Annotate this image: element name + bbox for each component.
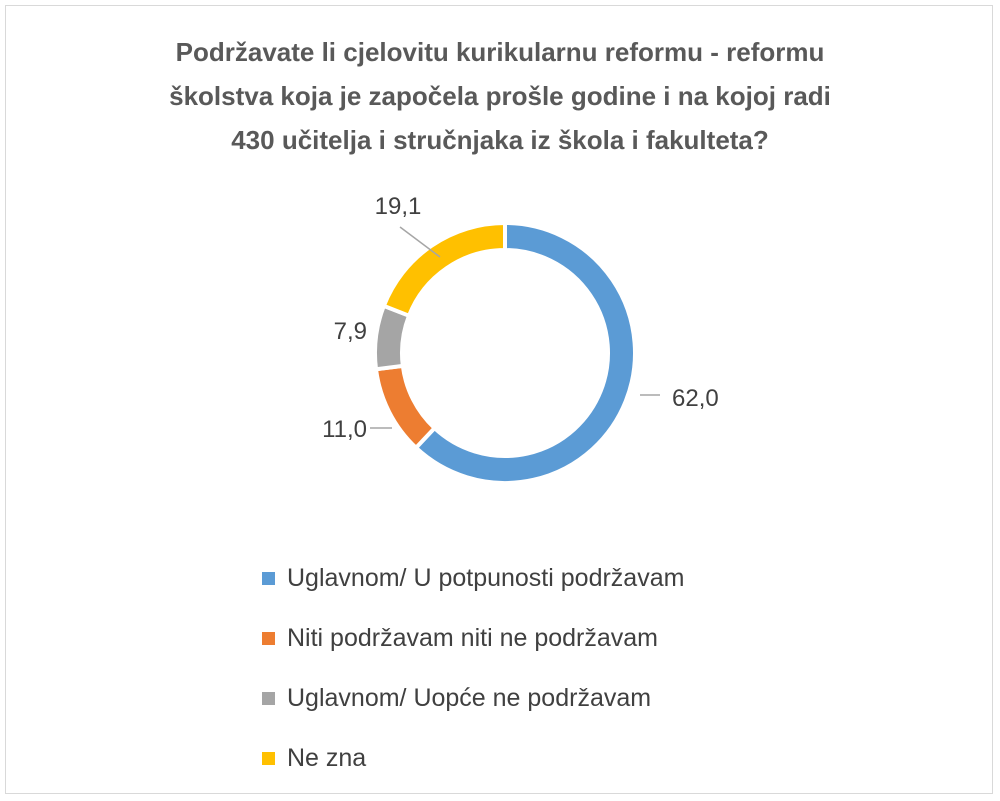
- legend-label-4: Ne zna: [287, 743, 367, 772]
- legend-label-1: Uglavnom/ U potpunosti podržavam: [287, 563, 685, 592]
- legend-item-4: Ne zna: [262, 728, 684, 788]
- legend-label-3: Uglavnom/ Uopće ne podržavam: [287, 683, 652, 712]
- leader-lines: [370, 226, 660, 429]
- chart-legend: Uglavnom/ U potpunosti podržavam Niti po…: [262, 548, 684, 788]
- legend-swatch-2: [262, 631, 275, 645]
- slice-uglavnom-podrzavam: [413, 220, 637, 485]
- data-label-ne-zna: 19,1: [375, 193, 422, 220]
- chart-frame: [5, 5, 993, 794]
- leader-line-ne-zna: [399, 226, 441, 258]
- chart-title-line-3: 430 učitelja i stručnjaka iz škola i fak…: [231, 125, 769, 155]
- slice-ne-zna: [381, 220, 507, 319]
- legend-item-3: Uglavnom/ Uopće ne podržavam: [262, 668, 684, 728]
- chart-title-line-2: školstva koja je započela prošle godine …: [169, 81, 831, 111]
- data-label-ne-podrzavam: 7,9: [334, 318, 367, 345]
- legend-item-2: Niti podržavam niti ne podržavam: [262, 608, 684, 668]
- data-labels: 62,0 11,0 7,9 19,1: [322, 193, 719, 443]
- legend-label-2: Niti podržavam niti ne podržavam: [287, 623, 658, 652]
- legend-swatch-4: [262, 751, 275, 765]
- chart-title: Podržavate li cjelovitu kurikularnu refo…: [60, 30, 940, 162]
- data-label-uglavnom-podrzavam: 62,0: [672, 385, 719, 412]
- chart-title-line-1: Podržavate li cjelovitu kurikularnu refo…: [175, 37, 825, 67]
- slice-niti-niti: [373, 363, 438, 451]
- legend-swatch-1: [262, 571, 275, 585]
- doughnut-slices: [373, 220, 637, 485]
- legend-swatch-3: [262, 691, 275, 705]
- legend-item-1: Uglavnom/ U potpunosti podržavam: [262, 548, 684, 608]
- data-label-niti-niti: 11,0: [322, 416, 367, 443]
